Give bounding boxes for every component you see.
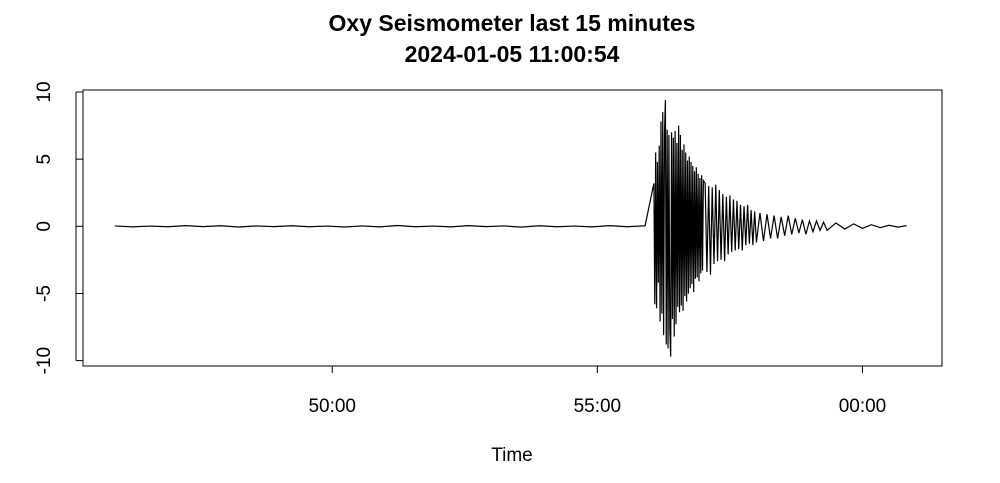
y-tick-label: 0 xyxy=(34,221,55,232)
plot-box xyxy=(82,89,943,367)
y-tick-label: -5 xyxy=(34,285,55,302)
x-tick-label: 00:00 xyxy=(839,396,887,417)
y-tick-label: 5 xyxy=(34,154,55,165)
y-tick-label: -10 xyxy=(34,347,55,374)
chart-title: Oxy Seismometer last 15 minutes xyxy=(329,10,696,36)
y-tick-label: 10 xyxy=(34,81,55,102)
signal-line xyxy=(114,100,907,357)
x-axis-label: Time xyxy=(491,445,533,466)
x-tick-label: 50:00 xyxy=(308,396,356,417)
x-tick-label: 55:00 xyxy=(574,396,622,417)
chart-subtitle: 2024-01-05 11:00:54 xyxy=(405,41,620,67)
